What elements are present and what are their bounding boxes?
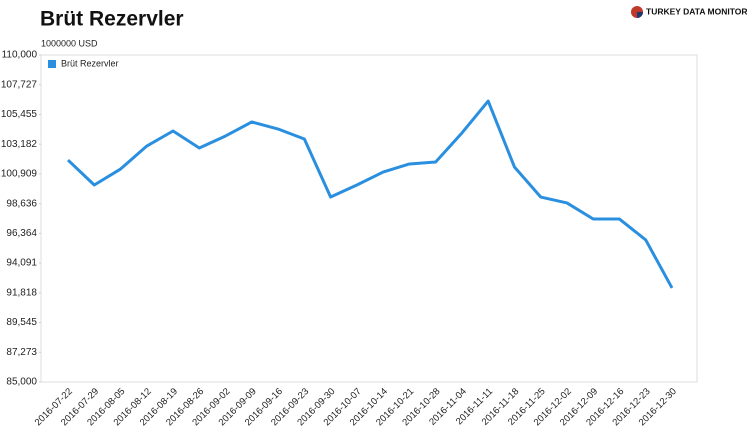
plot-frame [40, 54, 698, 383]
y-tick-label: 105,455 [1, 109, 38, 120]
chart-title: Brüt Rezervler [40, 8, 184, 31]
logo-icon-part [637, 12, 643, 18]
y-tick-label: 94,091 [6, 258, 37, 269]
y-tick-label: 98,636 [6, 198, 37, 209]
legend-swatch [48, 60, 56, 68]
y-tick-label: 96,364 [6, 228, 37, 239]
brand: TURKEY DATA MONITOR [646, 6, 747, 16]
y-tick-label: 100,909 [1, 169, 38, 180]
y-tick-label: 85,000 [6, 377, 37, 388]
y-tick-label: 103,182 [1, 139, 38, 150]
data-line [66, 99, 674, 289]
y-tick-label: 110,000 [2, 50, 38, 61]
y-tick-label: 89,545 [6, 317, 37, 328]
y-tick-label: 87,273 [6, 347, 37, 358]
y-tick-label: 107,727 [1, 79, 38, 90]
y-tick-label: 91,818 [6, 287, 37, 298]
legend-label: Brüt Rezervler [61, 58, 119, 68]
unit-label: 1000000 USD [41, 38, 98, 48]
